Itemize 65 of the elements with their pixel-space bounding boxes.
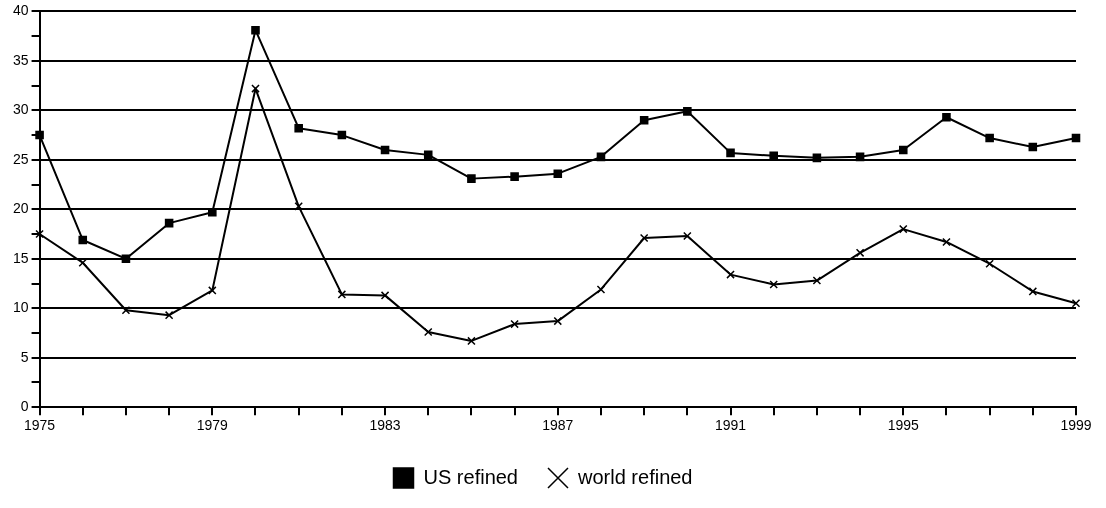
point: [812, 153, 822, 163]
point: [337, 130, 347, 140]
y-tick-label: 20: [12, 200, 29, 217]
point: [596, 152, 606, 162]
point: [596, 285, 606, 294]
legend-label: world refined: [577, 465, 693, 488]
point: [467, 174, 476, 183]
point: [35, 130, 44, 140]
point: [942, 112, 951, 122]
point: [294, 202, 303, 211]
point: [855, 248, 865, 258]
x-tick-label: 1991: [714, 417, 747, 434]
point: [985, 259, 994, 269]
x-tick-label: 1979: [196, 417, 229, 434]
y-tick-label: 10: [12, 299, 29, 316]
x-tick-label: 1995: [887, 417, 920, 434]
point: [1071, 133, 1081, 143]
y-tick-label: 35: [12, 51, 29, 68]
point: [164, 310, 174, 320]
point: [855, 152, 865, 162]
y-tick-label: 0: [20, 398, 29, 415]
point: [121, 305, 131, 315]
point: [164, 218, 174, 228]
point: [1028, 142, 1038, 152]
point: [208, 286, 217, 295]
y-tick-label: 5: [20, 348, 29, 365]
point: [294, 123, 303, 133]
point: [639, 115, 649, 125]
point: [898, 224, 908, 234]
point: [898, 145, 908, 155]
point: [769, 280, 778, 289]
y-tick-label: 15: [12, 249, 29, 266]
point: [251, 25, 260, 35]
point: [942, 237, 951, 247]
x-tick-label: 1987: [542, 417, 574, 434]
point: [683, 231, 692, 241]
y-tick-label: 30: [12, 101, 29, 118]
point: [812, 276, 822, 285]
point: [380, 145, 390, 155]
point: [35, 229, 44, 239]
point: [985, 133, 994, 143]
point: [1028, 287, 1038, 296]
point: [510, 319, 519, 329]
point: [251, 84, 260, 93]
point: [726, 270, 735, 279]
point: [121, 254, 131, 264]
point: [337, 290, 347, 299]
point: [1071, 299, 1081, 308]
x-tick-label: 1999: [1060, 417, 1092, 434]
point: [423, 150, 433, 160]
y-tick-label: 40: [12, 2, 29, 19]
point: [380, 291, 390, 300]
legend-label: US refined: [423, 465, 518, 488]
x-tick-label: 1975: [23, 417, 56, 434]
point: [423, 327, 433, 337]
point: [467, 336, 476, 346]
x-tick-label: 1983: [369, 417, 401, 434]
point: [78, 235, 88, 245]
point: [683, 107, 692, 116]
point: [726, 148, 735, 158]
y-tick-label: 25: [12, 150, 29, 167]
point: [553, 316, 563, 326]
point: [510, 172, 519, 181]
point: [553, 169, 563, 178]
point: [639, 233, 649, 243]
